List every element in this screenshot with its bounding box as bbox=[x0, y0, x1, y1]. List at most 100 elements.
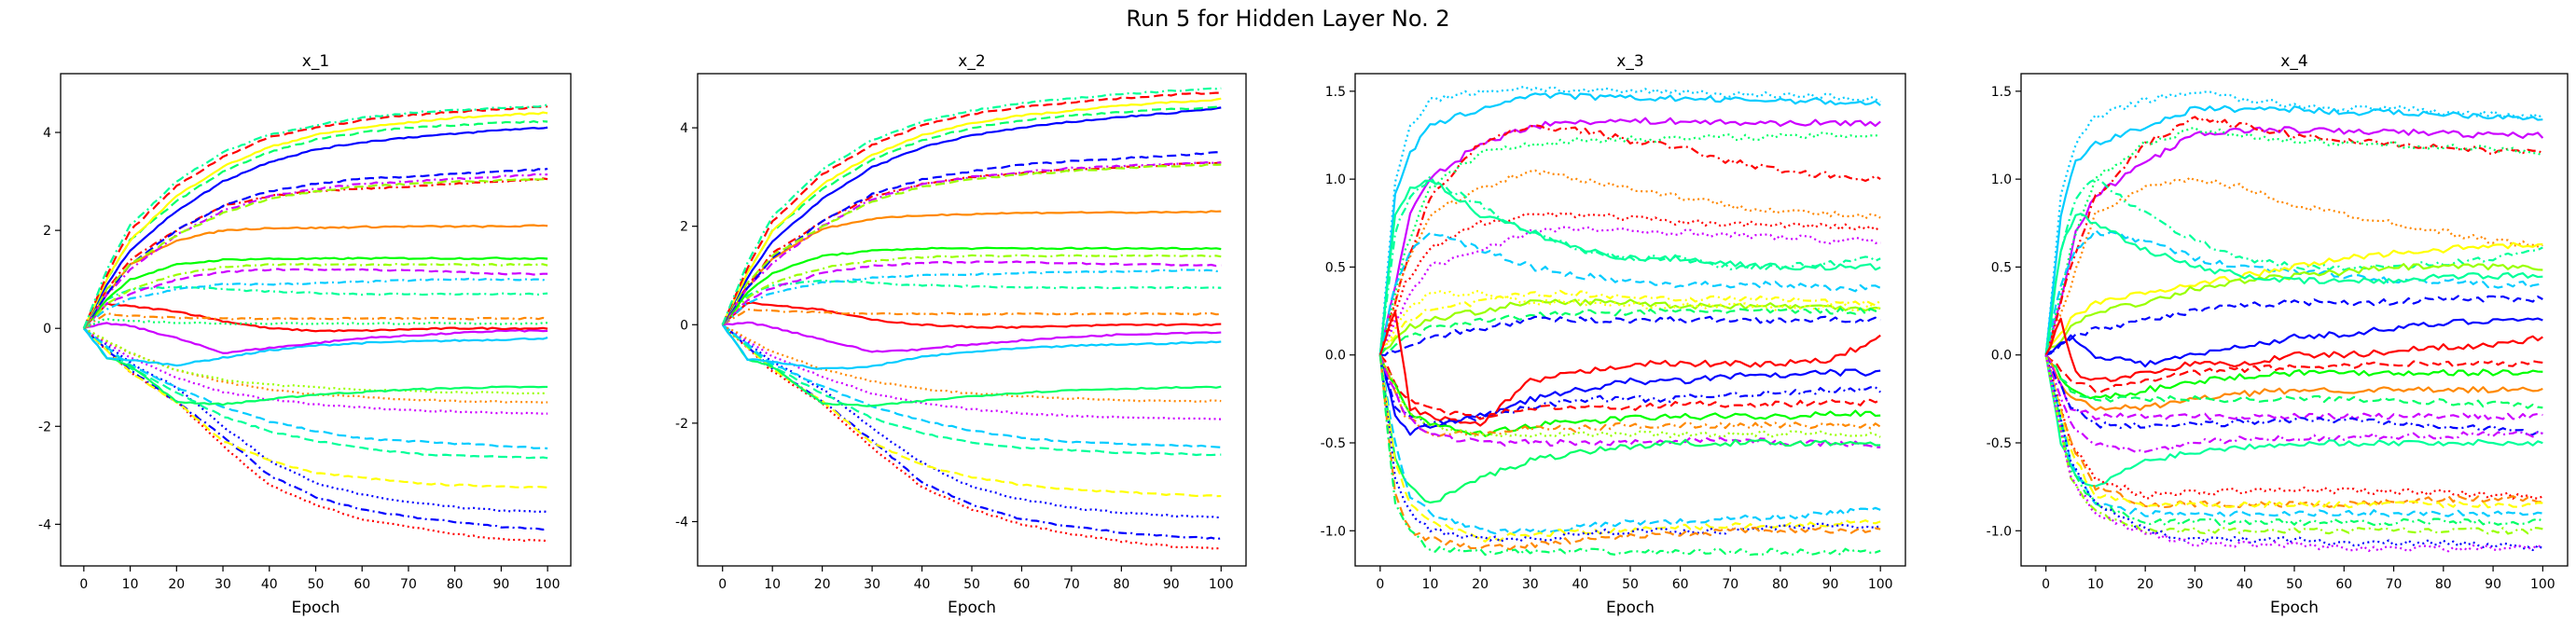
series-line bbox=[2044, 354, 2543, 535]
figure-title: Run 5 for Hidden Layer No. 2 bbox=[1126, 6, 1450, 32]
x-tick-label: 100 bbox=[535, 577, 561, 592]
x-tick-label: 80 bbox=[447, 577, 464, 592]
series-line bbox=[83, 327, 548, 450]
series-line bbox=[2044, 263, 2543, 356]
series-line bbox=[1378, 354, 1881, 438]
series-group bbox=[1378, 85, 1881, 557]
series-line bbox=[722, 324, 1222, 448]
y-tick-label: 2 bbox=[43, 224, 51, 239]
series-line bbox=[721, 279, 1222, 326]
x-tick-label: 80 bbox=[1113, 577, 1129, 592]
series-line bbox=[722, 269, 1222, 326]
x-tick-label: 90 bbox=[2485, 577, 2501, 592]
x-tick-label: 90 bbox=[492, 577, 509, 592]
series-line bbox=[83, 302, 548, 333]
x-tick-label: 60 bbox=[353, 577, 370, 592]
x-tick-label: 0 bbox=[718, 577, 727, 592]
series-line bbox=[2044, 213, 2543, 355]
series-line bbox=[82, 119, 548, 329]
series-line bbox=[2045, 295, 2543, 356]
series-line bbox=[2044, 90, 2543, 355]
series-line bbox=[1378, 91, 1881, 355]
series-line bbox=[1378, 354, 1881, 543]
series-line bbox=[721, 163, 1222, 325]
series-line bbox=[82, 224, 548, 329]
series-line bbox=[722, 324, 1222, 457]
y-tick-label: 1.0 bbox=[1325, 172, 1346, 187]
y-tick-label: 4 bbox=[43, 126, 51, 141]
series-line bbox=[2044, 126, 2543, 355]
series-line bbox=[721, 106, 1222, 325]
series-line bbox=[721, 301, 1222, 329]
series-line bbox=[2044, 354, 2543, 411]
series-line bbox=[83, 327, 548, 460]
series-line bbox=[1378, 354, 1881, 557]
x-tick-label: 30 bbox=[215, 577, 231, 592]
x-axis-label: Epoch bbox=[2270, 599, 2319, 617]
y-tick-label: 2 bbox=[680, 220, 688, 235]
series-line bbox=[2044, 354, 2543, 517]
series-group bbox=[2044, 90, 2544, 553]
series-line bbox=[722, 321, 1222, 353]
x-tick-label: 0 bbox=[79, 577, 88, 592]
series-line bbox=[1378, 124, 1881, 356]
series-line bbox=[82, 111, 548, 329]
series-line bbox=[82, 177, 548, 329]
y-tick-label: -2 bbox=[675, 417, 688, 432]
series-line bbox=[83, 277, 548, 330]
axes-frame bbox=[1354, 73, 1906, 567]
series-line bbox=[83, 327, 548, 367]
subplot-x2: 0 10 20 30 40 50 60 70 80 90 100 -4 -2 0 2 4 x_2 Epoch bbox=[675, 52, 1247, 617]
x-tick-label: 70 bbox=[1063, 577, 1080, 592]
series-line bbox=[83, 268, 548, 329]
series-line bbox=[82, 103, 548, 329]
series-line bbox=[1378, 226, 1881, 356]
series-line bbox=[1378, 307, 1881, 356]
series-line bbox=[82, 285, 548, 329]
series-line bbox=[83, 327, 548, 416]
y-tick-label: 1.0 bbox=[1991, 172, 2012, 187]
x-tick-label: 30 bbox=[2187, 577, 2204, 592]
series-line bbox=[721, 254, 1222, 326]
series-line bbox=[721, 97, 1222, 325]
series-line bbox=[722, 324, 1222, 403]
series-line bbox=[83, 311, 548, 330]
series-line bbox=[721, 151, 1222, 325]
x-tick-label: 50 bbox=[963, 577, 980, 592]
series-line bbox=[1378, 354, 1881, 438]
x-tick-label: 0 bbox=[2042, 577, 2050, 592]
x-tick-label: 20 bbox=[168, 577, 185, 592]
series-line bbox=[1378, 298, 1881, 356]
x-tick-label: 70 bbox=[1722, 577, 1738, 592]
subplot-title: x_1 bbox=[302, 52, 329, 71]
x-tick-label: 10 bbox=[2087, 577, 2104, 592]
y-tick-label: 0.5 bbox=[1325, 260, 1346, 275]
series-line bbox=[83, 327, 548, 489]
series-line bbox=[721, 246, 1222, 325]
x-tick-label: 50 bbox=[1622, 577, 1639, 592]
series-line bbox=[2044, 354, 2543, 421]
axes-frame bbox=[697, 73, 1247, 567]
x-tick-label: 40 bbox=[914, 577, 931, 592]
subplot-x4: 0 10 20 30 40 50 60 70 80 90 100 -1.0 -0.5 0.0 0.5 1.0 1… bbox=[1987, 52, 2569, 617]
series-line bbox=[82, 177, 548, 329]
series-line bbox=[721, 324, 1222, 550]
series-line bbox=[1378, 354, 1881, 427]
x-tick-label: 90 bbox=[1163, 577, 1180, 592]
y-tick-label: -0.5 bbox=[1321, 436, 1346, 451]
series-line bbox=[83, 327, 548, 406]
series-line bbox=[721, 87, 1222, 325]
series-line bbox=[2044, 116, 2543, 356]
series-line bbox=[2044, 354, 2543, 552]
x-tick-label: 50 bbox=[308, 577, 325, 592]
series-line bbox=[2044, 317, 2543, 382]
series-line bbox=[722, 260, 1222, 326]
series-line bbox=[83, 263, 548, 329]
x-tick-label: 20 bbox=[814, 577, 831, 592]
series-line bbox=[1378, 117, 1881, 355]
x-tick-label: 80 bbox=[1772, 577, 1789, 592]
series-line bbox=[2044, 354, 2543, 527]
series-line bbox=[83, 318, 548, 330]
series-line bbox=[1378, 310, 1881, 427]
